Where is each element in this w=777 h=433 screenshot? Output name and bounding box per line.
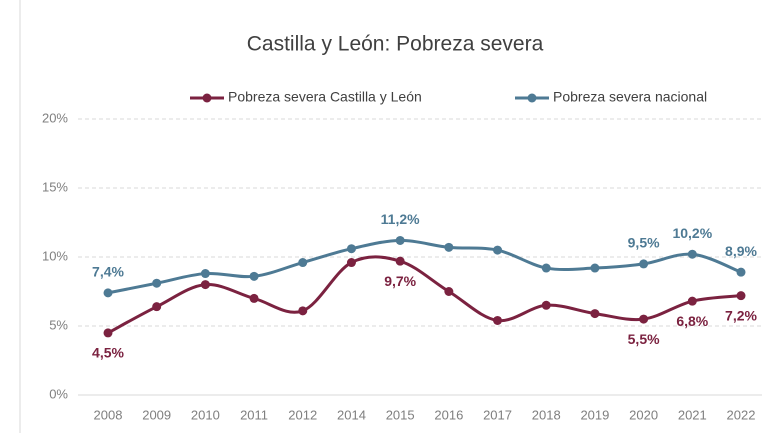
x-tick-label: 2009 [142,407,171,422]
data-point [444,242,454,252]
data-point [346,244,356,254]
x-tick-label: 2012 [288,407,317,422]
data-label: 9,7% [384,273,416,289]
data-point [103,328,113,338]
data-label: 9,5% [628,235,660,251]
y-tick-label: 0% [49,386,68,401]
data-point [590,309,600,319]
x-tick-label: 2022 [727,407,756,422]
x-tick-label: 2018 [532,407,561,422]
x-tick-label: 2016 [434,407,463,422]
data-point [249,293,259,303]
x-tick-label: 2020 [629,407,658,422]
data-point [541,300,551,310]
data-label: 11,2% [381,211,420,227]
data-point [493,245,503,255]
data-point [444,287,454,296]
data-label: 8,9% [725,243,757,259]
data-point [736,291,746,301]
y-tick-label: 20% [42,110,68,125]
data-point [493,315,503,325]
data-point [541,263,551,273]
data-point [200,280,210,290]
y-tick-label: 5% [49,317,68,332]
data-point [249,271,259,281]
x-tick-label: 2010 [191,407,220,422]
data-point [200,269,210,279]
data-point [590,263,600,273]
data-label: 10,2% [672,225,712,241]
legend-marker [527,93,537,103]
legend-label: Pobreza severa nacional [553,89,707,105]
data-point [152,278,162,288]
data-point [736,267,746,277]
data-label: 4,5% [92,345,124,361]
x-tick-label: 2008 [94,407,123,422]
data-label: 5,5% [628,331,660,347]
x-tick-label: 2021 [678,407,707,422]
data-label: 6,8% [676,313,708,329]
y-tick-label: 10% [42,248,68,263]
data-point [639,314,649,324]
data-label: 7,2% [725,307,757,323]
x-tick-label: 2017 [483,407,512,422]
x-tick-label: 2015 [386,407,415,422]
data-point [639,259,649,269]
x-tick-label: 2011 [240,407,268,422]
data-point [346,258,356,268]
data-point [298,306,308,316]
data-label: 7,4% [92,264,124,280]
data-point [687,249,697,259]
data-point [103,288,113,298]
chart-title: Castilla y León: Pobreza severa [247,33,544,56]
legend-marker [202,93,212,103]
data-point [687,296,697,306]
x-tick-label: 2019 [580,407,609,422]
series-line [107,255,742,335]
data-point [298,258,308,268]
data-point [395,256,405,266]
y-tick-label: 15% [42,179,68,194]
data-point [395,235,405,245]
x-tick-label: 2014 [337,407,366,422]
legend-label: Pobreza severa Castilla y León [228,89,422,105]
data-point [152,302,162,312]
